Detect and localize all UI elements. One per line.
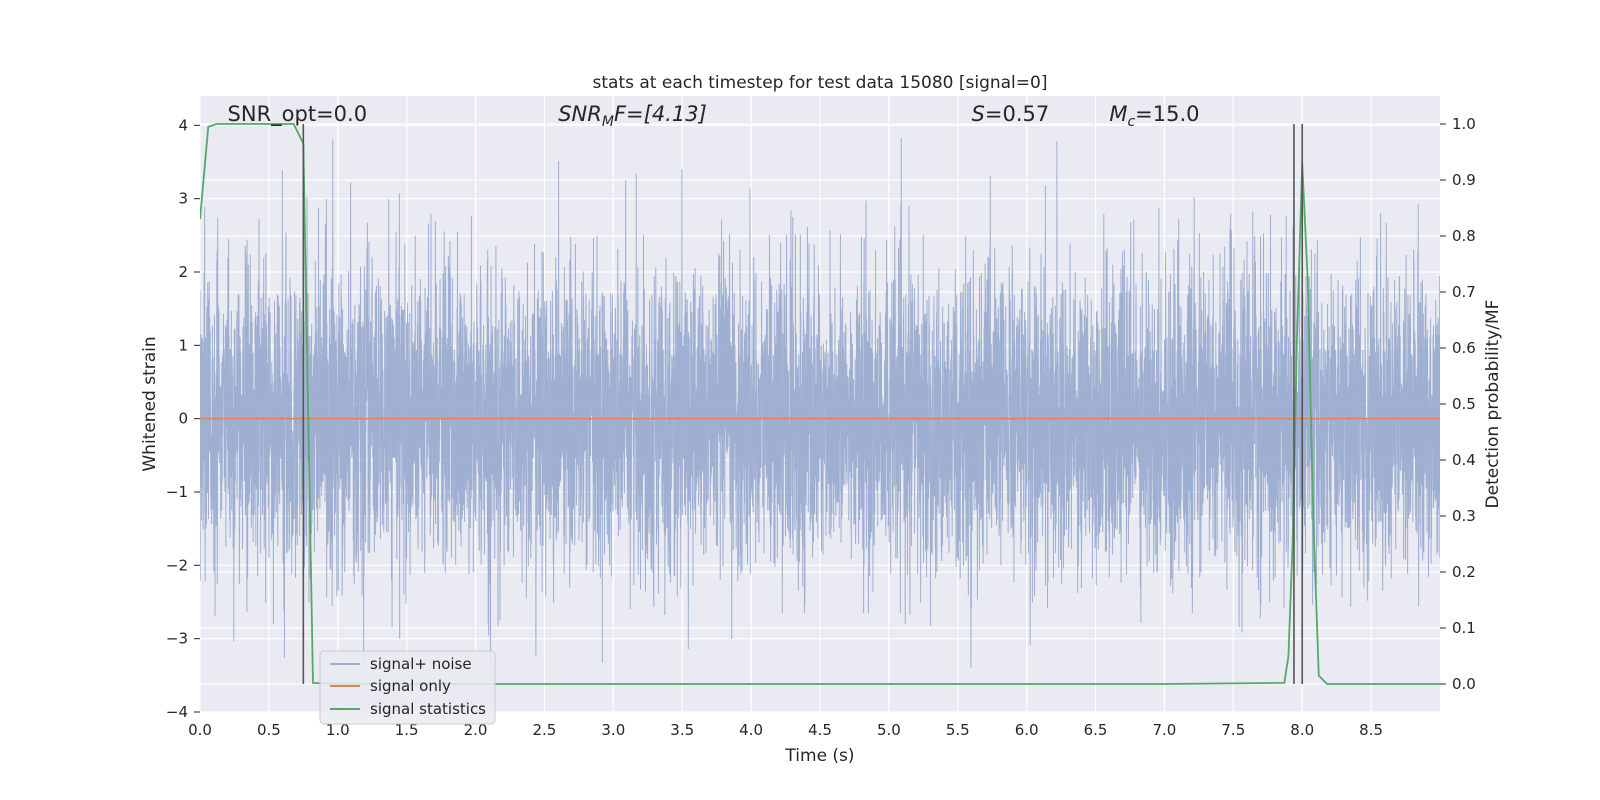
legend: signal+ noise signal only signal statist… [319, 650, 496, 725]
y2-tick-label: 0.6 [1452, 339, 1476, 357]
y2-tick-label: 0.9 [1452, 171, 1476, 189]
x-tick-label: 4.0 [739, 721, 763, 739]
x-tick-label: 0.0 [188, 721, 212, 739]
y2-tick-label: 0.4 [1452, 451, 1476, 469]
x-tick-label: 1.0 [326, 721, 350, 739]
x-tick-label: 6.0 [1015, 721, 1039, 739]
vertical-markers [302, 124, 1304, 684]
y2-tick-label: 0.8 [1452, 227, 1476, 245]
legend-label-signal-noise: signal+ noise [370, 655, 472, 673]
y-tick-label: −2 [166, 556, 188, 574]
legend-label-signal-only: signal only [370, 677, 451, 695]
y-tick-label: −3 [166, 630, 188, 648]
x-tick-label: 3.5 [670, 721, 694, 739]
legend-box [319, 650, 496, 725]
y-tick-label: −4 [166, 703, 188, 721]
y2-tick-label: 0.1 [1452, 619, 1476, 637]
x-tick-label: 4.5 [808, 721, 832, 739]
x-axis-label: Time (s) [784, 746, 854, 766]
y2-tick-label: 0.2 [1452, 563, 1476, 581]
chart-title: stats at each timestep for test data 150… [593, 73, 1048, 93]
x-tick-label: 5.5 [946, 721, 970, 739]
y-tick-label: 4 [178, 116, 188, 134]
x-tick-label: 2.5 [533, 721, 557, 739]
x-tick-label: 7.5 [1221, 721, 1245, 739]
y-axis-label: Whitened strain [140, 336, 160, 471]
x-tick-label: 7.0 [1153, 721, 1177, 739]
annotation-text: SNR_opt=0.0 [228, 102, 368, 127]
x-tick-label: 8.5 [1359, 721, 1383, 739]
annotation-text: SNRMF=[4.13] [558, 102, 707, 130]
x-tick-label: 0.5 [257, 721, 281, 739]
y2-axis-label: Detection probability/MF [1483, 300, 1503, 509]
y-axis-ticks: −4 −3 −2 −1 0 1 2 3 4 [166, 116, 200, 721]
y-tick-label: 1 [178, 336, 188, 354]
y2-axis-ticks: 0.0 0.1 0.2 0.3 0.4 0.5 0.6 0.7 0.8 0.9 1.0 [1440, 115, 1476, 693]
annotation-text: S=0.57 [972, 102, 1050, 126]
x-tick-label: 3.0 [601, 721, 625, 739]
y2-tick-label: 0.7 [1452, 283, 1476, 301]
y-tick-label: 2 [178, 263, 188, 281]
x-tick-label: 5.0 [877, 721, 901, 739]
x-tick-label: 1.5 [395, 721, 419, 739]
x-tick-label: 8.0 [1290, 721, 1314, 739]
annotation-text: Mc=15.0 [1109, 102, 1199, 130]
series-signal-statistics-line [200, 123, 1440, 685]
y-tick-label: −1 [166, 483, 188, 501]
series-signal-noise-line [200, 138, 1440, 668]
y-tick-label: 3 [178, 190, 188, 208]
x-tick-label: 2.0 [464, 721, 488, 739]
y2-tick-label: 0.3 [1452, 507, 1476, 525]
y2-tick-label: 0.5 [1452, 395, 1476, 413]
annotations: SNR_opt=0.0 SNRMF=[4.13] S=0.57 Mc=15.0 [228, 102, 1200, 130]
x-axis-ticks: 0.0 0.5 1.0 1.5 2.0 2.5 3.0 3.5 4.0 4.5 5.0 5.5 6.0 6… [188, 721, 1383, 739]
y2-tick-label: 1.0 [1452, 115, 1476, 133]
legend-label-signal-statistics: signal statistics [370, 700, 486, 718]
y-tick-label: 0 [178, 410, 188, 428]
y2-tick-label: 0.0 [1452, 675, 1476, 693]
x-tick-label: 6.5 [1084, 721, 1108, 739]
